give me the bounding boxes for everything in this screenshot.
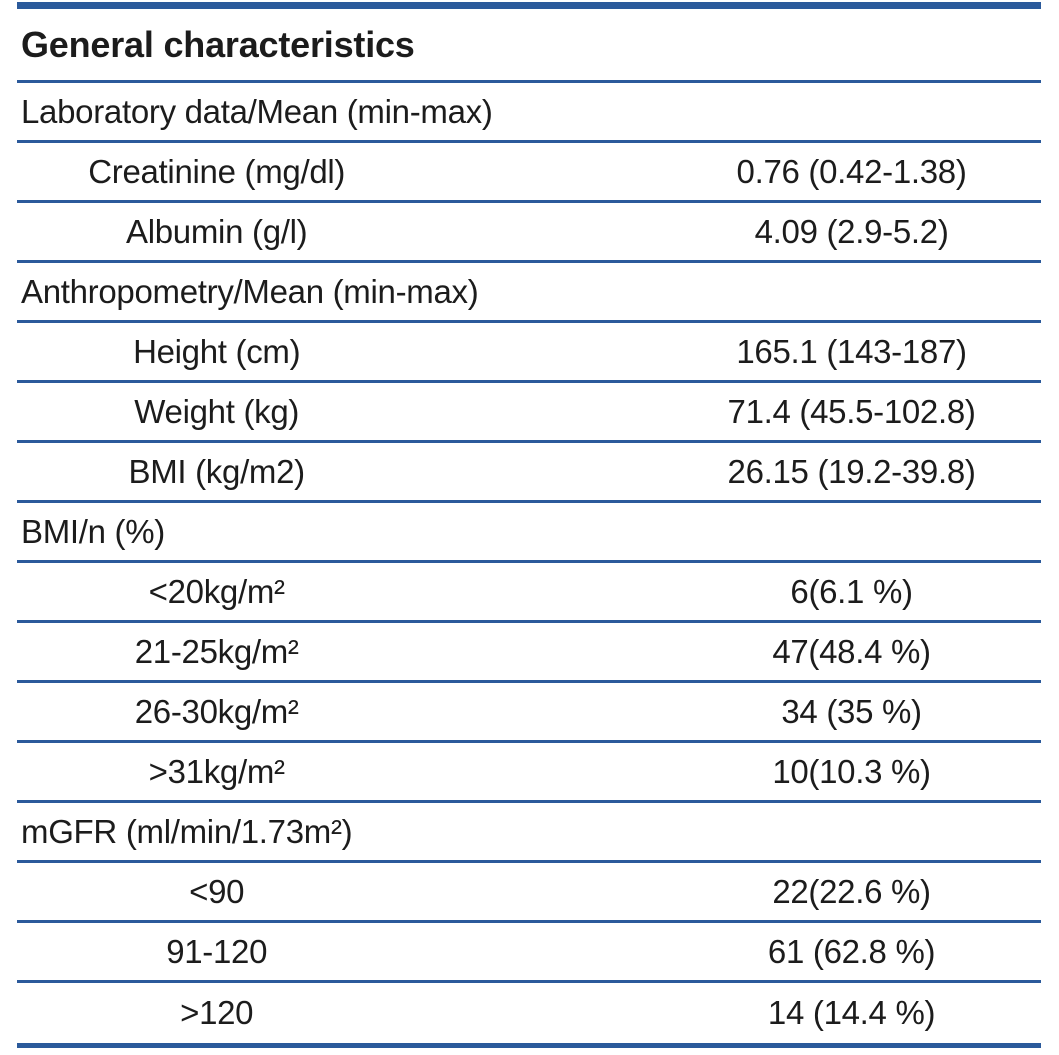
row-label: 26-30kg/m² [134, 692, 299, 730]
row-value: 34 (35 %) [781, 692, 922, 730]
characteristics-table: General characteristics Laboratory data/… [17, 2, 1041, 1048]
row-label: <90 [189, 872, 245, 910]
row-value: 26.15 (19.2-39.8) [727, 452, 976, 490]
row-label: Height (cm) [133, 332, 301, 370]
row-label: 91-120 [166, 932, 268, 970]
row-value: 6(6.1 %) [790, 572, 913, 610]
table-row: 91-120 61 (62.8 %) [17, 923, 1041, 983]
section-header: mGFR (ml/min/1.73m²) [21, 812, 353, 850]
row-label: Weight (kg) [134, 392, 300, 430]
row-label: >31kg/m² [148, 752, 285, 790]
row-value: 14 (14.4 %) [767, 994, 936, 1031]
row-label: BMI (kg/m2) [128, 452, 305, 490]
table-row: Weight (kg) 71.4 (45.5-102.8) [17, 383, 1041, 443]
table-row: BMI (kg/m2) 26.15 (19.2-39.8) [17, 443, 1041, 503]
table-row: >120 14 (14.4 %) [17, 983, 1041, 1043]
row-label: 21-25kg/m² [134, 632, 299, 670]
section-header-row: Laboratory data/Mean (min-max) [17, 83, 1041, 143]
table-row: 21-25kg/m² 47(48.4 %) [17, 623, 1041, 683]
section-header-row: mGFR (ml/min/1.73m²) [17, 803, 1041, 863]
row-value: 165.1 (143-187) [736, 332, 967, 370]
row-label: <20kg/m² [148, 572, 285, 610]
section-header-row: Anthropometry/Mean (min-max) [17, 263, 1041, 323]
row-value: 22(22.6 %) [772, 872, 931, 910]
row-value: 10(10.3 %) [772, 752, 931, 790]
row-value: 47(48.4 %) [772, 632, 931, 670]
table-row: <20kg/m² 6(6.1 %) [17, 563, 1041, 623]
table-title-row: General characteristics [17, 9, 1041, 83]
table-row: Height (cm) 165.1 (143-187) [17, 323, 1041, 383]
row-value: 71.4 (45.5-102.8) [727, 392, 976, 430]
section-header: BMI/n (%) [21, 512, 165, 550]
table-row: >31kg/m² 10(10.3 %) [17, 743, 1041, 803]
row-label: Albumin (g/l) [126, 212, 308, 250]
row-value: 4.09 (2.9-5.2) [754, 212, 949, 250]
section-header-row: BMI/n (%) [17, 503, 1041, 563]
row-label: >120 [180, 994, 254, 1031]
section-header: Laboratory data/Mean (min-max) [21, 92, 493, 130]
table-row: Albumin (g/l) 4.09 (2.9-5.2) [17, 203, 1041, 263]
row-value: 0.76 (0.42-1.38) [736, 152, 967, 190]
table-title: General characteristics [21, 23, 415, 65]
row-value: 61 (62.8 %) [767, 932, 936, 970]
table-row: <90 22(22.6 %) [17, 863, 1041, 923]
row-label: Creatinine (mg/dl) [88, 152, 346, 190]
table-row: 26-30kg/m² 34 (35 %) [17, 683, 1041, 743]
section-header: Anthropometry/Mean (min-max) [21, 272, 479, 310]
table-row: Creatinine (mg/dl) 0.76 (0.42-1.38) [17, 143, 1041, 203]
